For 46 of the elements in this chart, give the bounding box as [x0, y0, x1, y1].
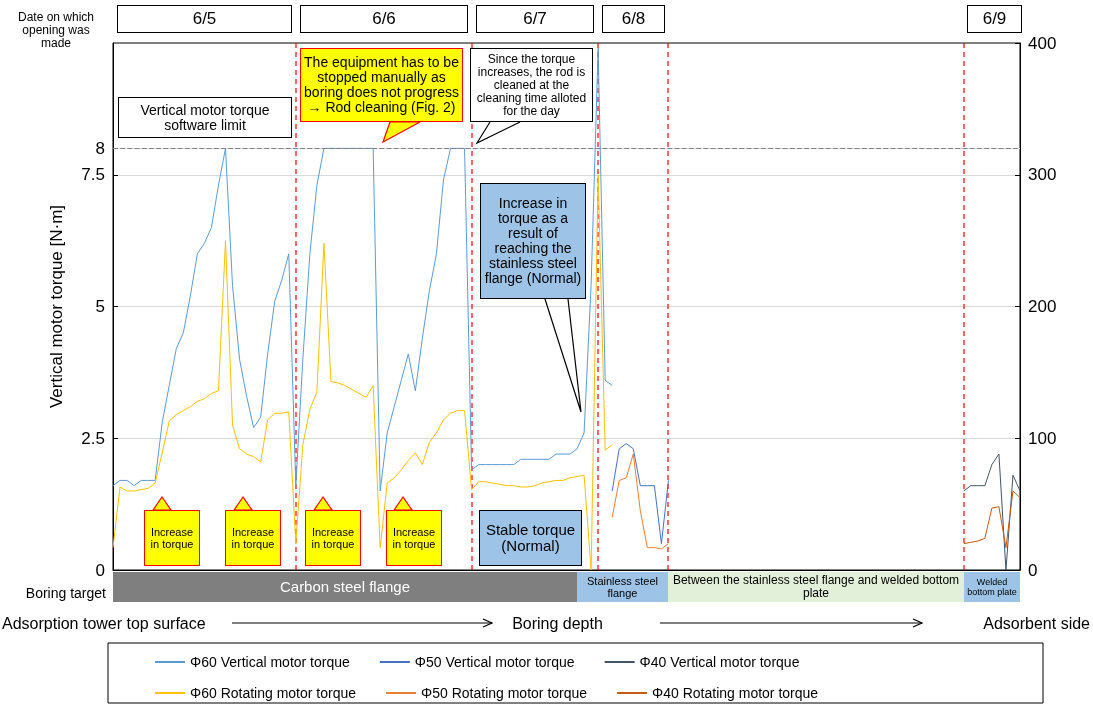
y-tick-label: 0	[95, 560, 105, 580]
text: Carbon steel flange	[279, 578, 411, 595]
annotation: Stable torque (Normal)	[484, 521, 577, 554]
text: Adsorbent side	[983, 614, 1090, 632]
legend-label: Φ40 Rotating motor torque	[652, 685, 819, 701]
callout-box: 6/9	[967, 5, 1022, 33]
callout-box: Stable torque (Normal)	[479, 510, 582, 566]
annotation: Increase in torque	[230, 526, 276, 550]
callout-box: Vertical motor torque software limit	[118, 97, 292, 138]
annotation: Increase in torque	[149, 526, 195, 550]
text: Boring depth	[512, 614, 603, 632]
annotation: Increase in torque as a result of reaching the stainless steel flange (Normal)	[483, 195, 583, 286]
callout-box: 6/6	[300, 5, 468, 33]
text: Between the stainless steel flange and welded bottom plate	[670, 573, 962, 600]
legend-label: Φ50 Rotating motor torque	[421, 685, 588, 701]
legend-label: Φ60 Rotating motor torque	[190, 685, 357, 701]
y2-tick-label: 300	[1028, 165, 1057, 185]
text: Boring target	[25, 584, 106, 601]
line-series	[963, 490, 1021, 549]
annotation: Since the torque increases, the rod is cleaned at the cleaning time alloted for the day	[475, 51, 588, 118]
text: Adsorption tower top surface	[2, 614, 206, 632]
line-series	[963, 453, 1021, 571]
line-series	[112, 47, 613, 492]
annotation: The equipment has to be stopped manually as boring does not progress → Rod cleaning (Fig. 2)	[303, 54, 460, 115]
y-tick-label: 7.5	[81, 165, 105, 185]
y2-tick-label: 200	[1028, 297, 1057, 316]
legend-label: Φ50 Vertical motor torque	[414, 654, 575, 670]
y-axis-title: Vertical motor torque [N·m]	[47, 204, 66, 409]
line-series	[112, 174, 613, 571]
y-tick-label: 8	[95, 138, 105, 158]
text: Date on which opening was made	[16, 9, 95, 50]
callout-box: 6/8	[602, 5, 665, 33]
y2-tick-label: 400	[1028, 33, 1057, 53]
annotation: Vertical motor torque software limit	[139, 101, 271, 133]
text: Stainless steel flange	[579, 575, 666, 599]
callout-box: 6/5	[117, 5, 292, 33]
annotation: Increase in torque	[310, 526, 356, 550]
y-tick-label: 5	[95, 297, 105, 316]
y2-tick-label: 100	[1028, 428, 1057, 448]
y2-tick-label: 0	[1028, 560, 1038, 580]
y-tick-label: 2.5	[81, 428, 105, 448]
legend-label: Φ60 Vertical motor torque	[190, 654, 351, 670]
text: Welded bottom plate	[966, 577, 1018, 597]
annotation: Increase in torque	[391, 526, 437, 550]
legend-label: Φ40 Vertical motor torque	[639, 654, 800, 670]
callout-box: 6/7	[476, 5, 594, 33]
